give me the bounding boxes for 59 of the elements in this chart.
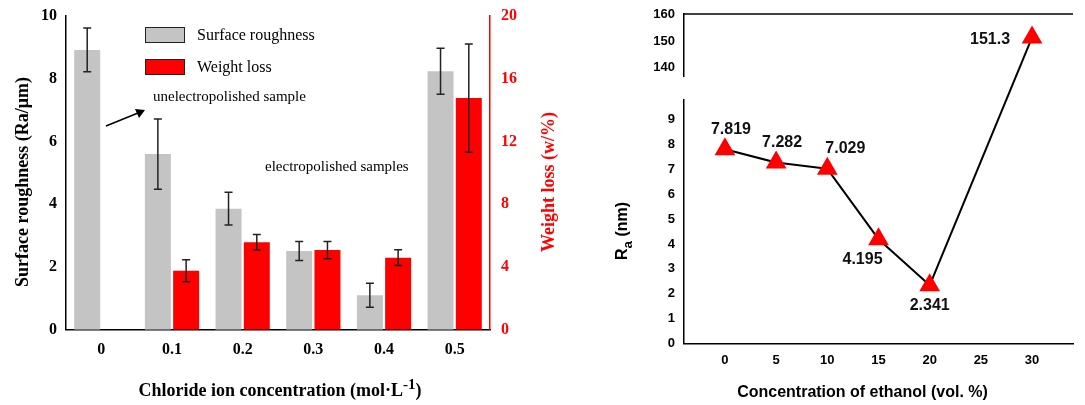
- bar: [74, 49, 101, 330]
- y2-axis-title: Weight loss (w/%): [537, 112, 559, 253]
- y2-tick-label: 20: [501, 6, 517, 24]
- x-tick-label: 0.4: [374, 339, 394, 357]
- y-tick-label: 7: [667, 161, 675, 177]
- x-axis-title: Chloride ion concentration (mol·L$^{-1}$): [137, 376, 423, 401]
- bar: [385, 257, 412, 330]
- annotation: unelectropolished sample: [153, 88, 306, 105]
- point: [766, 151, 786, 169]
- data-label: 4.195: [842, 249, 883, 267]
- y2-tick-label: 16: [501, 68, 517, 86]
- y-tick-label: 2: [667, 285, 675, 301]
- y-tick-label: 2: [49, 257, 57, 275]
- y2-tick-label: 12: [501, 131, 517, 149]
- x-tick-label: 10: [820, 351, 835, 367]
- y-tick-label: 6: [667, 185, 675, 201]
- data-label: 7.282: [762, 132, 803, 150]
- data-label: 7.819: [710, 119, 752, 137]
- y-tick-label: 5: [667, 210, 675, 226]
- y-tick-label: 3: [667, 260, 675, 276]
- x-tick-label: 15: [871, 351, 886, 367]
- y-tick-label: 6: [49, 131, 57, 149]
- y-tick-label: 1: [667, 310, 675, 326]
- y2-tick-label: 4: [501, 257, 509, 275]
- data-label: 7.029: [825, 139, 866, 157]
- y-tick-label: 140: [653, 59, 675, 75]
- data-label: 151.3: [970, 29, 1011, 47]
- x-tick-label: 5: [772, 351, 780, 367]
- y2-tick-label: 8: [501, 194, 509, 212]
- y-tick-label: 8: [667, 136, 675, 152]
- x-tick-label: 25: [973, 351, 989, 367]
- x-tick-label: 30: [1024, 351, 1040, 367]
- legend-label: Surface roughness: [197, 26, 315, 44]
- x-tick-label: 0.1: [162, 339, 182, 357]
- x-tick-label: 0.2: [232, 339, 253, 357]
- x-tick-label: 0: [97, 339, 106, 357]
- y-tick-label: 150: [653, 32, 675, 48]
- annotation: electropolished samples: [265, 158, 409, 175]
- x-tick-label: 0.5: [444, 339, 465, 357]
- y-tick-label: 4: [49, 194, 57, 212]
- y-tick-label: 8: [49, 68, 57, 86]
- point: [715, 138, 735, 156]
- point: [817, 157, 837, 175]
- y2-tick-label: 0: [501, 319, 509, 337]
- data-label: 2.341: [909, 295, 950, 313]
- legend-label: Weight loss: [197, 58, 272, 76]
- y-axis-title: Surface roughness (Ra/μm): [11, 77, 33, 288]
- x-tick-label: 0.3: [303, 339, 324, 357]
- bar: [144, 154, 171, 330]
- x-tick-label: 20: [922, 351, 937, 367]
- point: [868, 228, 889, 246]
- y-tick-label: 0: [49, 319, 57, 337]
- x-tick-label: 0: [721, 351, 729, 367]
- y-tick-label: 160: [653, 5, 675, 21]
- y-tick-label: 4: [667, 235, 676, 251]
- x-axis-title: Concentration of ethanol (vol. %): [736, 383, 989, 401]
- y-tick-label: 9: [667, 111, 675, 127]
- y-tick-label: 10: [41, 6, 57, 24]
- point: [920, 274, 940, 292]
